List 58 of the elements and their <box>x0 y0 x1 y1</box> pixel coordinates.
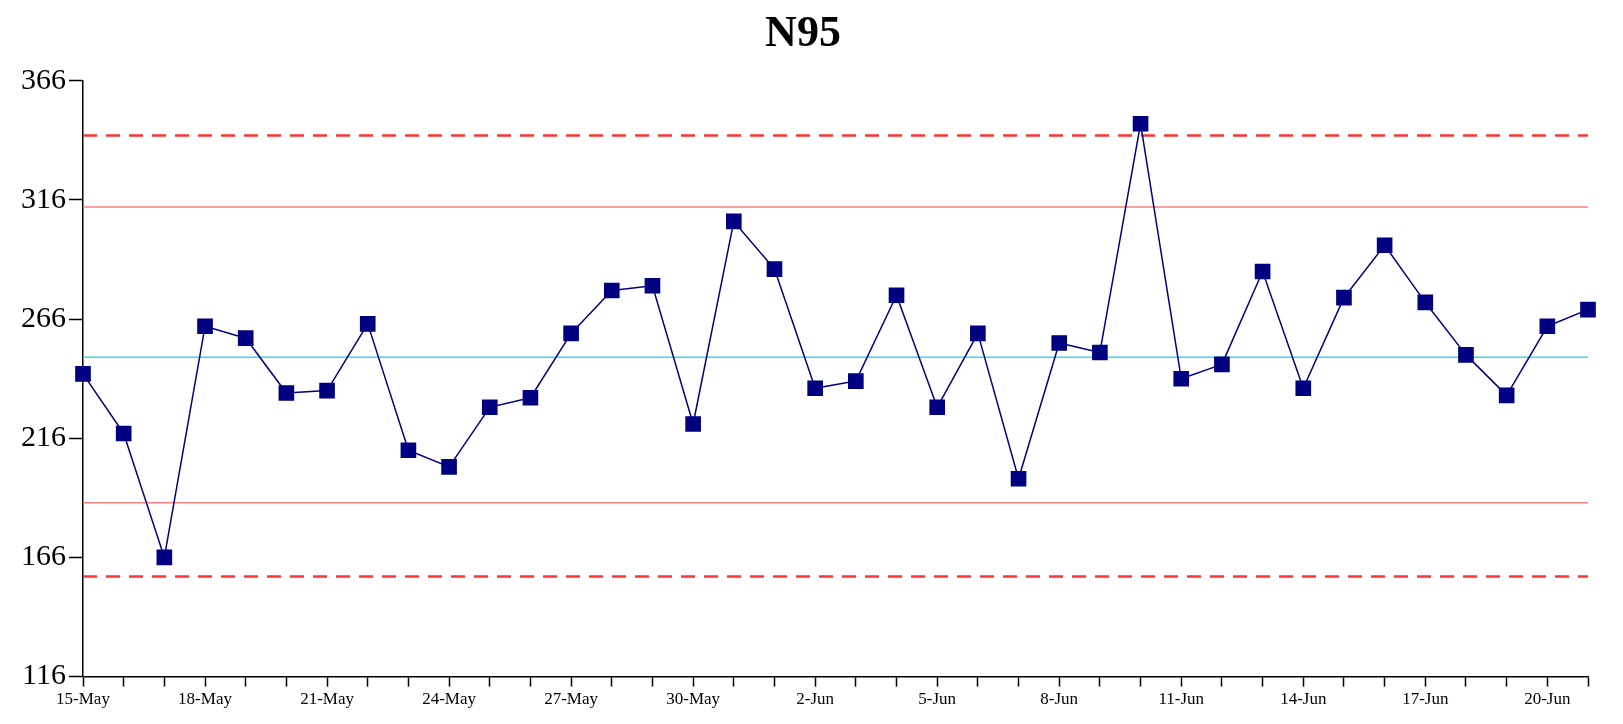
point <box>929 399 946 416</box>
point <box>1051 335 1068 351</box>
point <box>563 325 579 342</box>
point <box>400 442 417 459</box>
point <box>1580 301 1596 318</box>
point <box>1376 237 1393 254</box>
point <box>1010 470 1027 487</box>
point <box>197 318 213 335</box>
point <box>766 261 783 277</box>
x-tick-label: 20-Jun <box>1524 689 1571 709</box>
point <box>970 325 986 342</box>
x-tick-label: 21-May <box>300 689 355 709</box>
point <box>1092 344 1108 361</box>
y-tick-label: 216 <box>21 419 66 453</box>
chart-title: N95 <box>765 6 841 56</box>
x-tick-label: 18-May <box>178 689 233 709</box>
point <box>725 213 742 230</box>
point <box>1254 263 1271 280</box>
x-tick-label: 17-Jun <box>1402 689 1449 709</box>
point <box>848 373 864 389</box>
y-tick-label: 166 <box>21 538 66 572</box>
y-tick-label: 316 <box>21 180 66 214</box>
x-tick-label: 30-May <box>666 689 721 709</box>
x-tick-label: 8-Jun <box>1040 689 1079 709</box>
x-tick-label: 11-Jun <box>1158 689 1205 709</box>
point <box>685 416 701 432</box>
y-tick-label: 266 <box>21 299 66 333</box>
x-tick-label: 2-Jun <box>796 689 835 709</box>
point <box>888 287 905 304</box>
point <box>1336 289 1352 306</box>
point <box>1132 115 1149 132</box>
point <box>1295 380 1312 397</box>
point <box>319 382 335 399</box>
point <box>237 330 254 347</box>
point <box>807 380 823 397</box>
point <box>1498 387 1515 404</box>
x-tick-label: 5-Jun <box>918 689 957 709</box>
point <box>441 459 457 475</box>
point <box>1417 294 1434 311</box>
point <box>359 316 376 332</box>
x-tick-label: 24-May <box>422 689 477 709</box>
point <box>156 549 173 566</box>
x-tick-label: 15-May <box>56 689 111 709</box>
y-tick-label: 366 <box>21 61 66 95</box>
point <box>644 277 661 294</box>
point <box>522 389 539 406</box>
point <box>1214 356 1230 373</box>
point <box>1539 318 1556 335</box>
point <box>603 282 620 299</box>
point <box>1458 347 1474 363</box>
point <box>75 366 91 382</box>
x-tick-label: 14-Jun <box>1280 689 1327 709</box>
point <box>481 399 498 416</box>
point <box>278 385 295 401</box>
x-tick-label: 27-May <box>544 689 599 709</box>
point <box>1173 370 1190 387</box>
point <box>115 425 132 442</box>
y-tick-label: 116 <box>22 657 66 691</box>
